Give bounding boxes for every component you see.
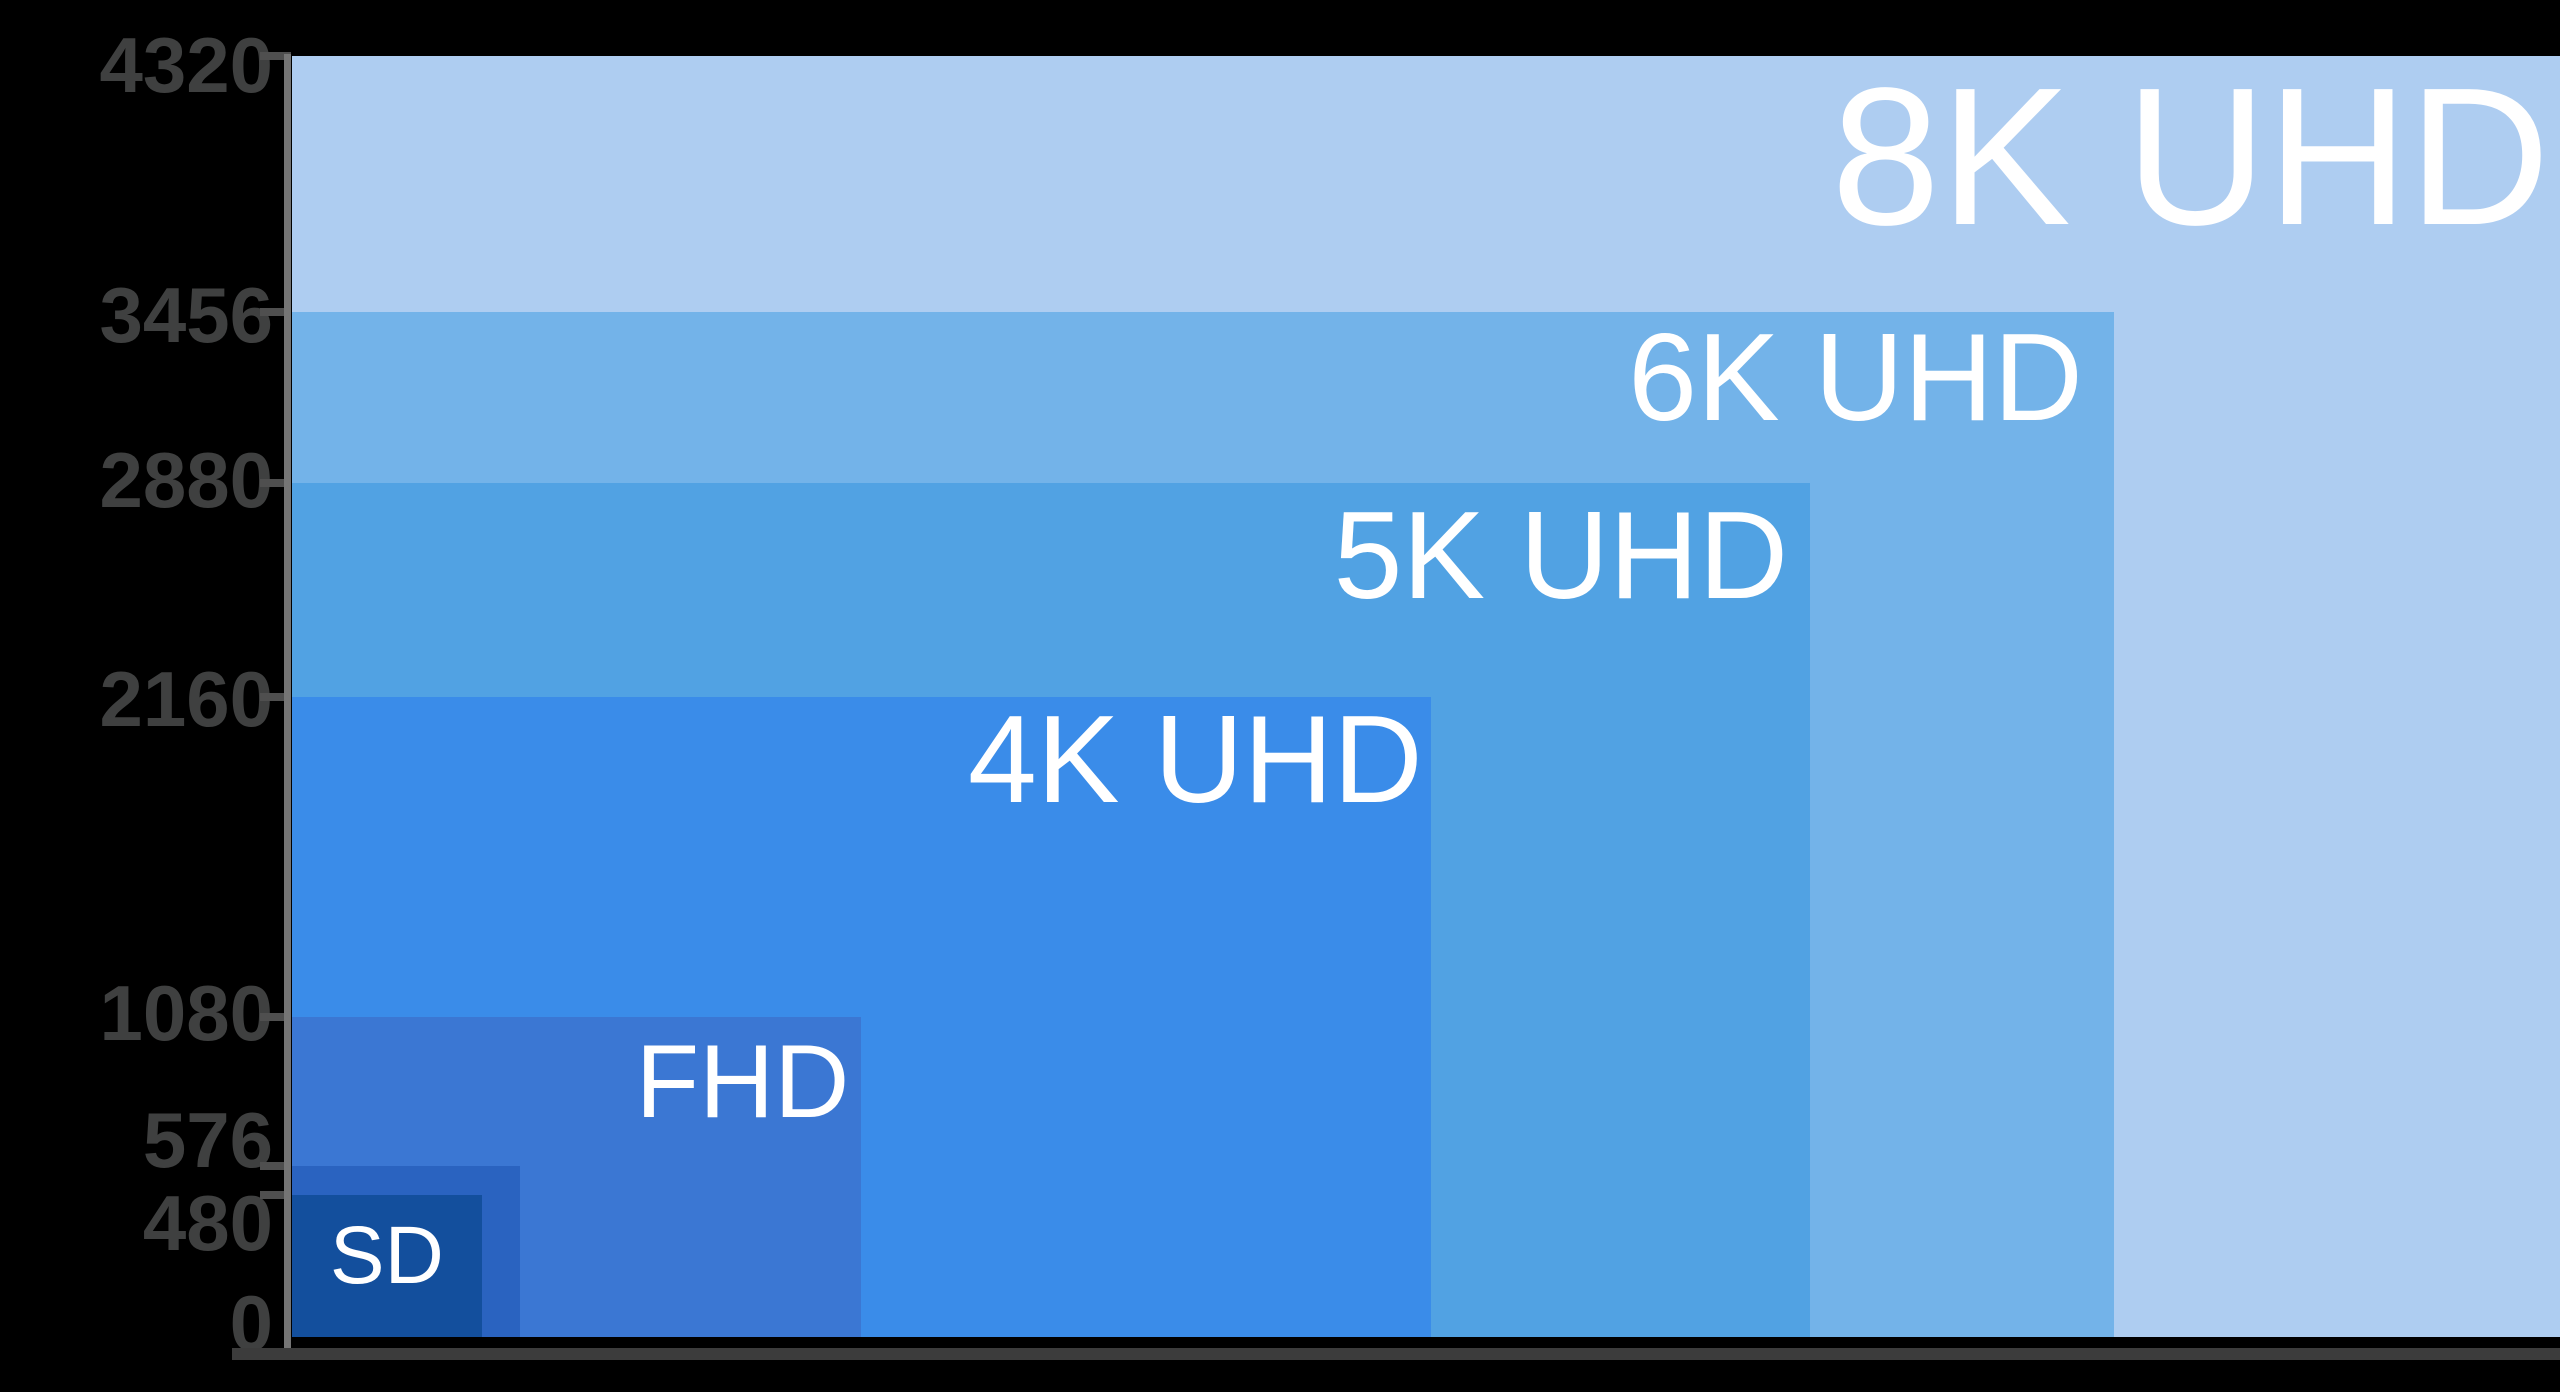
y-tick-mark-480 bbox=[260, 1190, 291, 1199]
y-tick-mark-2160 bbox=[260, 692, 291, 701]
rect-sd bbox=[292, 1194, 482, 1337]
y-tick-mark-3456 bbox=[260, 308, 291, 317]
y-tick-mark-4320 bbox=[260, 52, 291, 60]
label-4k-uhd: 4K UHD bbox=[967, 690, 1423, 829]
x-axis-line bbox=[232, 1348, 2560, 1360]
y-tick-label-2160: 2160 bbox=[99, 654, 273, 743]
y-tick-label-2880: 2880 bbox=[99, 436, 273, 524]
label-sd: SD bbox=[329, 1209, 444, 1301]
label-5k-uhd: 5K UHD bbox=[1333, 487, 1789, 625]
label-fhd: FHD bbox=[635, 1023, 850, 1140]
label-8k-uhd: 8K UHD bbox=[1831, 47, 2550, 266]
y-tick-mark-1080 bbox=[260, 1012, 291, 1021]
y-tick-label-480: 480 bbox=[142, 1178, 273, 1267]
label-6k-uhd: 6K UHD bbox=[1628, 309, 2083, 448]
y-tick-label-1080: 1080 bbox=[99, 968, 273, 1057]
y-tick-label-576: 576 bbox=[142, 1096, 273, 1185]
y-tick-mark-576 bbox=[260, 1162, 291, 1171]
y-tick-label-4320: 4320 bbox=[99, 21, 273, 109]
y-tick-label-3456: 3456 bbox=[99, 271, 273, 360]
y-tick-mark-2880 bbox=[260, 479, 291, 487]
y-axis-line bbox=[284, 54, 291, 1348]
